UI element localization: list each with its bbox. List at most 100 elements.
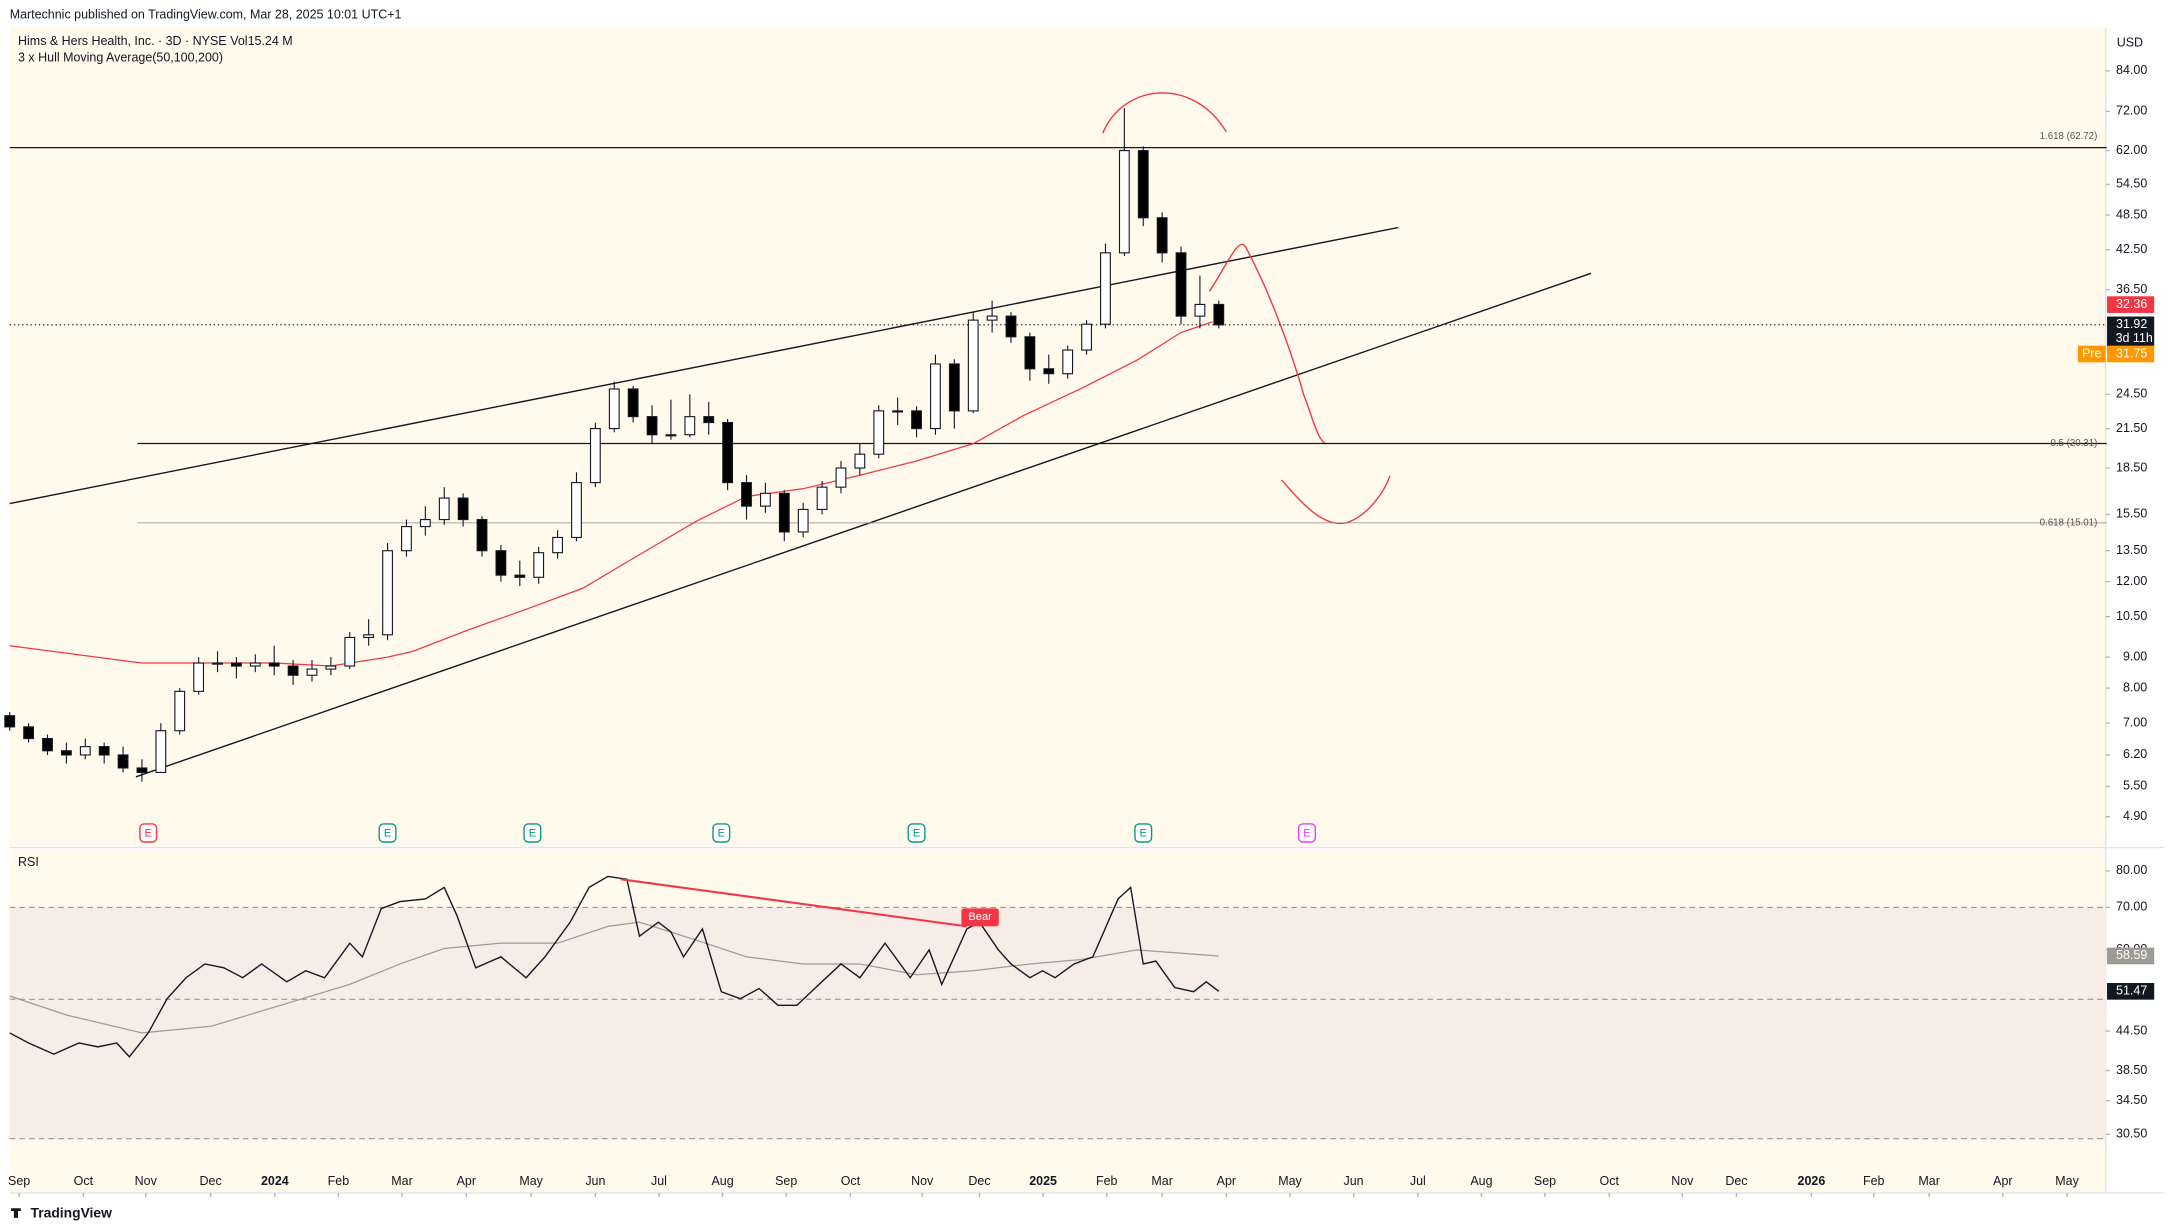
x-tick-label: Feb [328, 1174, 350, 1188]
rsi-band [9, 907, 2106, 1139]
candle-body [533, 552, 545, 578]
last-price-countdown: 3d 11h [2116, 331, 2153, 345]
x-tick-label: Sep [8, 1174, 30, 1188]
candle-body [1043, 368, 1055, 375]
candle-body [854, 453, 866, 469]
candle-body [986, 315, 998, 321]
earnings-label: E [1303, 828, 1310, 840]
candle-body [703, 416, 715, 424]
candle-body [1100, 252, 1111, 325]
fib-level-label: 0.618 (15.01) [2040, 517, 2098, 528]
rsi-tick-label: 38.50 [2116, 1063, 2147, 1077]
x-tick-label: Dec [968, 1174, 990, 1188]
rsi-value-bg [2107, 983, 2155, 1000]
candle-body [476, 519, 488, 552]
chart-title: Hims & Hers Health, Inc. · 3D · NYSE [18, 34, 227, 48]
divergence-badge [961, 908, 999, 927]
candle-body [457, 497, 469, 521]
x-tick-label: Jun [585, 1174, 605, 1188]
candle-body [797, 508, 809, 533]
candle-body [401, 526, 412, 552]
candle-body [759, 492, 771, 507]
candle-body [495, 550, 507, 576]
y-tick-label: 18.50 [2116, 460, 2147, 474]
candle-body [212, 662, 223, 665]
y-tick-label: 42.50 [2116, 242, 2147, 256]
y-tick-label: 10.50 [2116, 609, 2147, 623]
prev-price: 32.36 [2116, 297, 2147, 311]
pre-price: 31.75 [2116, 346, 2147, 360]
x-tick-label: 2024 [261, 1174, 289, 1188]
candle-body [344, 636, 356, 667]
candle-body [1118, 150, 1130, 254]
x-tick-label: Nov [1671, 1174, 1694, 1188]
candle-body [155, 730, 167, 774]
x-tick-label: Mar [391, 1174, 412, 1188]
y-tick-label: 54.50 [2116, 177, 2147, 191]
x-tick-label: Oct [74, 1174, 94, 1188]
candle-body [287, 665, 299, 676]
candle-body [231, 662, 242, 667]
x-tick-label: Mar [1151, 1174, 1172, 1188]
y-tick-label: 24.50 [2116, 387, 2147, 401]
candle-body [646, 416, 658, 436]
x-tick-label: Jul [651, 1174, 667, 1188]
last-price-bg [2107, 316, 2155, 348]
candle-body [268, 662, 280, 667]
y-tick-label: 7.00 [2123, 715, 2147, 729]
candle-body [627, 388, 639, 418]
candle-body [911, 410, 922, 430]
y-tick-label: 15.50 [2116, 507, 2147, 521]
candle-body [514, 574, 526, 578]
divergence-line [620, 878, 968, 928]
last-price: 31.92 [2116, 317, 2147, 331]
y-tick-label: 72.00 [2116, 104, 2147, 118]
candle-body [948, 363, 960, 412]
y-tick-label: 8.00 [2123, 680, 2147, 694]
earnings-marker [1134, 823, 1153, 843]
y-tick-label: 36.50 [2116, 282, 2147, 296]
candle-body [136, 767, 148, 774]
brand-logo [11, 1208, 21, 1218]
candle-body [382, 550, 393, 636]
fib-level-label: 1.618 (62.72) [2040, 131, 2098, 142]
earnings-label: E [1140, 828, 1147, 840]
x-tick-label: Dec [200, 1174, 222, 1188]
candle-body [684, 416, 696, 436]
earnings-marker [907, 823, 926, 843]
x-tick-label: Dec [1725, 1174, 1747, 1188]
x-tick-label: May [2055, 1174, 2079, 1188]
candle-body [174, 690, 186, 732]
candle-body [873, 410, 885, 455]
candle-body [552, 536, 563, 554]
x-tick-label: Feb [1096, 1174, 1118, 1188]
candle-body [741, 482, 752, 507]
y-tick-label: 48.50 [2116, 207, 2147, 221]
rsi-tick-label: 70.00 [2116, 900, 2147, 914]
price-pane [9, 27, 2106, 847]
x-tick-label: 2025 [1029, 1174, 1057, 1188]
candle-body [363, 634, 375, 639]
rsi-tick-label: 44.50 [2116, 1023, 2147, 1037]
candle-body [98, 746, 110, 756]
projection-path [1208, 243, 1327, 445]
rsi-tick-label: 80.00 [2116, 863, 2147, 877]
earnings-marker [139, 823, 158, 843]
candle-body [193, 662, 205, 692]
earnings-marker [378, 823, 397, 843]
candle-body [1137, 150, 1149, 219]
y-tick-label: 5.50 [2123, 779, 2147, 793]
lower-trendline [135, 272, 1592, 778]
earnings-label: E [384, 828, 391, 840]
rsi-value: 51.47 [2116, 984, 2147, 998]
candle-body [60, 750, 72, 756]
x-tick-label: Nov [911, 1174, 934, 1188]
rsi-ma-value-bg [2107, 947, 2155, 965]
rsi-line [9, 875, 1220, 1058]
indicator: 3 x Hull Moving Average(50,100,200) [18, 51, 223, 65]
x-tick-label: Feb [1863, 1174, 1885, 1188]
y-tick-label: 84.00 [2116, 63, 2147, 77]
x-tick-label: Apr [457, 1174, 476, 1188]
x-tick-label: Apr [1993, 1174, 2012, 1188]
